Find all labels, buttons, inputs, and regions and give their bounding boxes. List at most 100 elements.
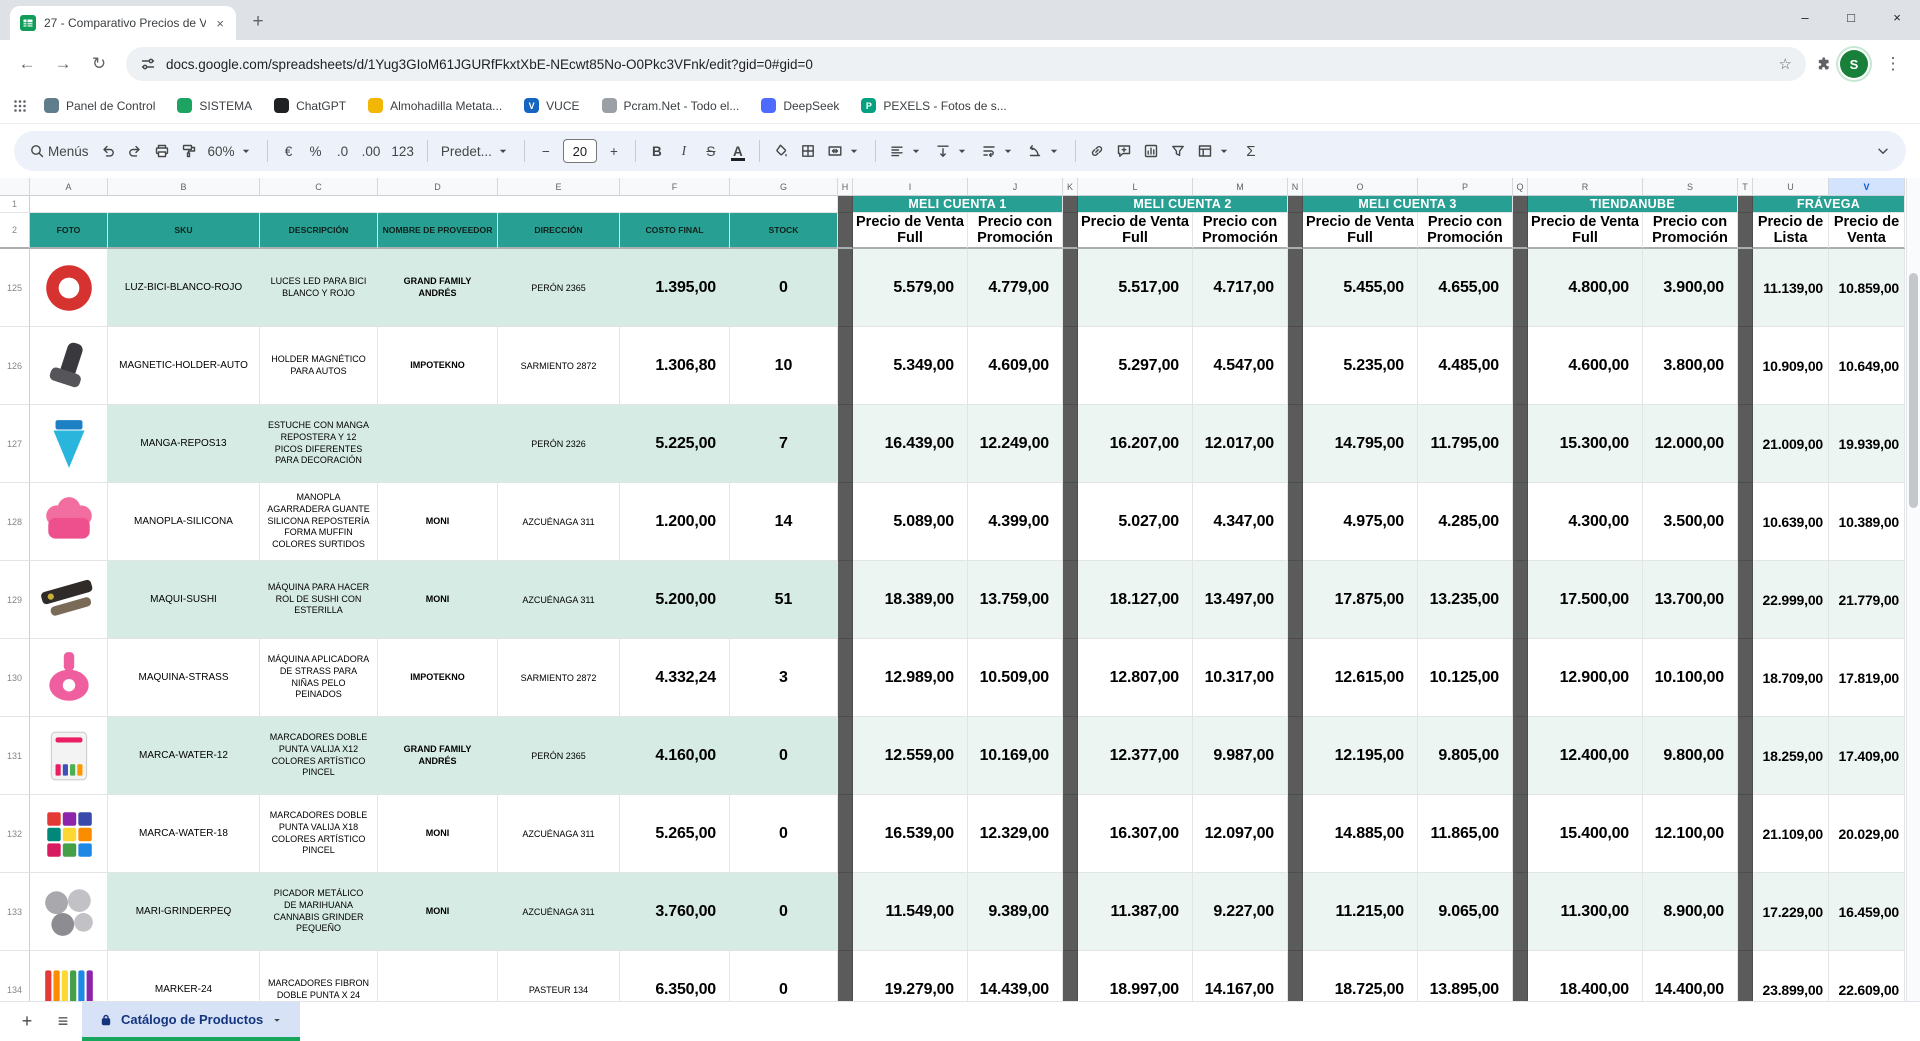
separator-column-cell[interactable] [1738,639,1753,717]
cell-tiendanube-promo[interactable]: 9.800,00 [1643,717,1738,795]
cell-direccion[interactable]: AZCUÉNAGA 311 [498,483,620,561]
cell-meli3-full[interactable]: 5.455,00 [1303,249,1418,327]
cell-costo-final[interactable]: 1.306,80 [620,327,730,405]
cell-direccion[interactable]: SARMIENTO 2872 [498,639,620,717]
cell-tiendanube-full[interactable]: 12.900,00 [1528,639,1643,717]
separator-column-cell[interactable] [838,561,853,639]
increase-font-size-button[interactable]: + [601,137,627,165]
separator-column-cell[interactable] [1738,327,1753,405]
cell-meli1-promo[interactable]: 4.609,00 [968,327,1063,405]
menus-search-button[interactable]: Menús [24,137,94,165]
separator-column-cell[interactable] [1063,873,1078,951]
sheet-tab-active[interactable]: Catálogo de Productos [82,1002,300,1041]
cell-meli2-full[interactable]: 12.807,00 [1078,639,1193,717]
row-header-134[interactable]: 134 [0,951,30,1001]
increase-decimals-button[interactable]: .00 [357,137,386,165]
price-column-title[interactable]: Precio de Lista [1753,213,1829,249]
cell-descripcion[interactable]: LUCES LED PARA BICI BLANCO Y ROJO [260,249,378,327]
browser-tab[interactable]: 27 - Comparativo Precios de Ve... × [10,6,236,40]
cell-direccion[interactable]: PERÓN 2326 [498,405,620,483]
group-header-2[interactable]: MELI CUENTA 2 [1078,196,1288,213]
cell-descripcion[interactable]: MARCADORES DOBLE PUNTA VALIJA X12 COLORE… [260,717,378,795]
filter-views-button[interactable] [1192,137,1237,165]
add-sheet-button[interactable]: + [10,1005,44,1039]
column-header-R[interactable]: R [1528,178,1643,196]
cell-costo-final[interactable]: 5.265,00 [620,795,730,873]
sheet-tab-menu-caret[interactable] [270,1013,284,1027]
cell-fravega-promo[interactable]: 22.609,00 [1829,951,1905,1001]
vertical-scrollbar[interactable] [1906,178,1920,1001]
zoom-selector[interactable]: 60% [203,137,259,165]
separator-column-cell[interactable] [1513,327,1528,405]
cell-fravega-promo[interactable]: 19.939,00 [1829,405,1905,483]
separator-column-cell[interactable] [1288,249,1303,327]
cell-meli1-full[interactable]: 11.549,00 [853,873,968,951]
column-title[interactable]: COSTO FINAL [620,213,730,249]
cell-tiendanube-full[interactable]: 11.300,00 [1528,873,1643,951]
separator-column-cell[interactable] [1063,639,1078,717]
cell-sku[interactable]: MAQUI-SUSHI [108,561,260,639]
cell-meli2-promo[interactable]: 12.017,00 [1193,405,1288,483]
column-header-A[interactable]: A [30,178,108,196]
price-column-title[interactable]: Precio de Venta Full [1303,213,1418,249]
separator-column-cell[interactable] [1513,561,1528,639]
separator-column-cell[interactable] [838,196,853,213]
cell-tiendanube-full[interactable]: 4.300,00 [1528,483,1643,561]
browser-menu-button[interactable]: ⋮ [1876,47,1910,81]
separator-column-cell[interactable] [1513,405,1528,483]
separator-column-cell[interactable] [1063,795,1078,873]
cell-meli3-promo[interactable]: 11.795,00 [1418,405,1513,483]
cell-sku[interactable]: MARI-GRINDERPEQ [108,873,260,951]
separator-column-cell[interactable] [1738,951,1753,1001]
cell-stock[interactable]: 0 [730,717,838,795]
cell-sku[interactable]: MAQUINA-STRASS [108,639,260,717]
cell-meli1-promo[interactable]: 14.439,00 [968,951,1063,1001]
cell-photo[interactable] [30,483,108,561]
cell-meli3-full[interactable]: 14.795,00 [1303,405,1418,483]
row-header-127[interactable]: 127 [0,405,30,483]
cell-fravega-full[interactable]: 18.259,00 [1753,717,1829,795]
cell-stock[interactable]: 51 [730,561,838,639]
separator-column-cell[interactable] [1288,639,1303,717]
cell-fravega-promo[interactable]: 21.779,00 [1829,561,1905,639]
cell-meli3-promo[interactable]: 13.235,00 [1418,561,1513,639]
row-header-129[interactable]: 129 [0,561,30,639]
cell-meli3-promo[interactable]: 4.285,00 [1418,483,1513,561]
cell-fravega-promo[interactable]: 17.409,00 [1829,717,1905,795]
decrease-decimals-button[interactable]: .0 [330,137,356,165]
horizontal-align-button[interactable] [884,137,929,165]
separator-column-cell[interactable] [1738,873,1753,951]
font-size-input[interactable]: 20 [563,139,597,163]
cell-direccion[interactable]: AZCUÉNAGA 311 [498,873,620,951]
cell-meli2-full[interactable]: 16.307,00 [1078,795,1193,873]
cell-fravega-full[interactable]: 18.709,00 [1753,639,1829,717]
row-header-132[interactable]: 132 [0,795,30,873]
cell-meli1-full[interactable]: 19.279,00 [853,951,968,1001]
cell-meli2-promo[interactable]: 4.347,00 [1193,483,1288,561]
cell-photo[interactable] [30,639,108,717]
cell-descripcion[interactable]: ESTUCHE CON MANGA REPOSTERA Y 12 PICOS D… [260,405,378,483]
cell-sku[interactable]: LUZ-BICI-BLANCO-ROJO [108,249,260,327]
cell-meli1-promo[interactable]: 9.389,00 [968,873,1063,951]
cell-descripcion[interactable]: MÁQUINA APLICADORA DE STRASS PARA NIÑAS … [260,639,378,717]
column-header-V[interactable]: V [1829,178,1905,196]
format-percent-button[interactable]: % [303,137,329,165]
all-sheets-button[interactable]: ≡ [46,1005,80,1039]
separator-column-cell[interactable] [1738,213,1753,249]
cell-photo[interactable] [30,951,108,1001]
column-title[interactable]: DESCRIPCIÓN [260,213,378,249]
row-header-130[interactable]: 130 [0,639,30,717]
cell-direccion[interactable]: SARMIENTO 2872 [498,327,620,405]
cell-meli1-promo[interactable]: 10.169,00 [968,717,1063,795]
bookmark-item[interactable]: Pcram.Net - Todo el... [592,94,750,117]
cell-photo[interactable] [30,327,108,405]
cell-photo[interactable] [30,873,108,951]
cell-meli2-full[interactable]: 11.387,00 [1078,873,1193,951]
separator-column-cell[interactable] [838,951,853,1001]
group-header-1[interactable]: MELI CUENTA 1 [853,196,1063,213]
functions-button[interactable]: Σ [1238,137,1264,165]
separator-column-cell[interactable] [1738,483,1753,561]
cell-photo[interactable] [30,795,108,873]
cell-meli2-full[interactable]: 12.377,00 [1078,717,1193,795]
cell-meli3-full[interactable]: 18.725,00 [1303,951,1418,1001]
